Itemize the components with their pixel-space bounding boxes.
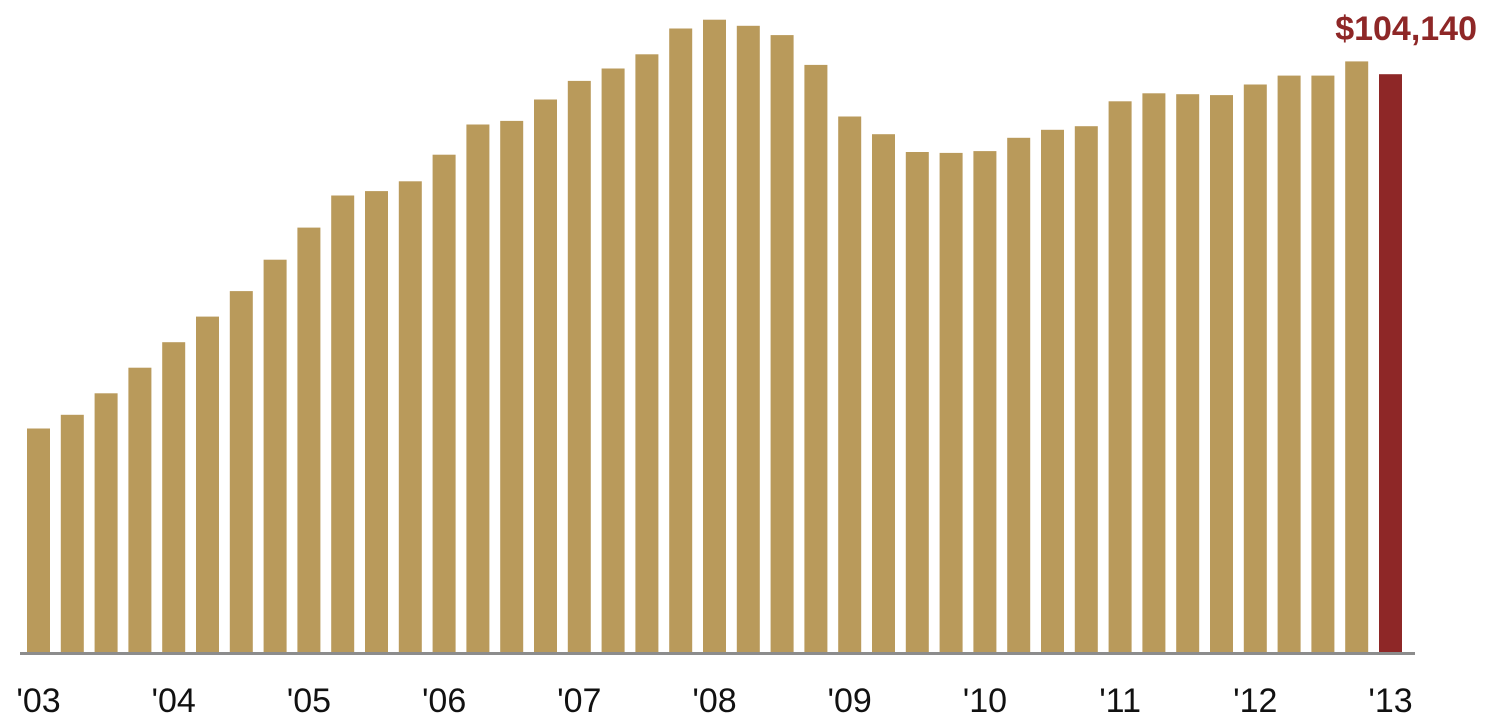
bar bbox=[838, 116, 862, 652]
x-tick-label: '07 bbox=[557, 682, 601, 720]
bar bbox=[263, 259, 287, 652]
bar bbox=[736, 25, 760, 653]
bar bbox=[466, 124, 490, 652]
bar bbox=[872, 134, 895, 652]
bar bbox=[635, 54, 659, 653]
highlight-bar bbox=[1379, 74, 1402, 652]
bar bbox=[297, 227, 321, 652]
bar bbox=[939, 152, 963, 652]
bar bbox=[196, 316, 219, 652]
x-tick-label: '11 bbox=[1099, 682, 1141, 720]
bar bbox=[229, 291, 253, 652]
bar bbox=[1210, 95, 1233, 653]
bar bbox=[770, 35, 794, 653]
bar bbox=[1277, 75, 1301, 653]
bar bbox=[500, 120, 524, 652]
bar bbox=[703, 19, 726, 652]
bar bbox=[1108, 101, 1132, 653]
bar bbox=[534, 99, 557, 652]
x-tick-labels: '03 '04 '05 '06 '07 '08 '09 '10 '11 '12 '13 bbox=[16, 682, 1412, 720]
x-tick-label: '06 bbox=[422, 682, 466, 720]
x-tick-label: '09 bbox=[828, 682, 872, 720]
x-tick-label: '10 bbox=[963, 682, 1007, 720]
bar bbox=[1345, 61, 1369, 652]
bar bbox=[1074, 126, 1098, 652]
bar bbox=[432, 154, 456, 652]
bar bbox=[1007, 137, 1031, 653]
bar bbox=[331, 195, 355, 652]
bar bbox=[1041, 129, 1064, 653]
bar bbox=[94, 393, 118, 652]
bar bbox=[162, 342, 186, 652]
bar bbox=[905, 152, 929, 652]
bar bbox=[669, 28, 693, 652]
x-tick-label: '13 bbox=[1368, 682, 1412, 720]
bar bbox=[128, 367, 152, 652]
highlight-value-label: $104,140 bbox=[1335, 10, 1477, 48]
x-tick-label: '08 bbox=[692, 682, 736, 720]
x-tick-label: '03 bbox=[16, 682, 60, 720]
bar bbox=[601, 68, 625, 652]
bar bbox=[398, 181, 422, 653]
bar bbox=[1142, 93, 1166, 653]
bars-group bbox=[27, 19, 1402, 653]
x-tick-label: '12 bbox=[1233, 682, 1277, 720]
x-tick-label: '05 bbox=[287, 682, 331, 720]
bar bbox=[567, 80, 591, 652]
bar bbox=[60, 414, 84, 652]
x-tick-label: '04 bbox=[152, 682, 196, 720]
bar bbox=[1311, 75, 1335, 653]
bar bbox=[27, 428, 50, 652]
bar bbox=[1176, 94, 1200, 652]
bar bbox=[804, 64, 828, 652]
bar bbox=[1243, 84, 1267, 652]
bar bbox=[973, 151, 997, 652]
bar bbox=[365, 191, 388, 652]
